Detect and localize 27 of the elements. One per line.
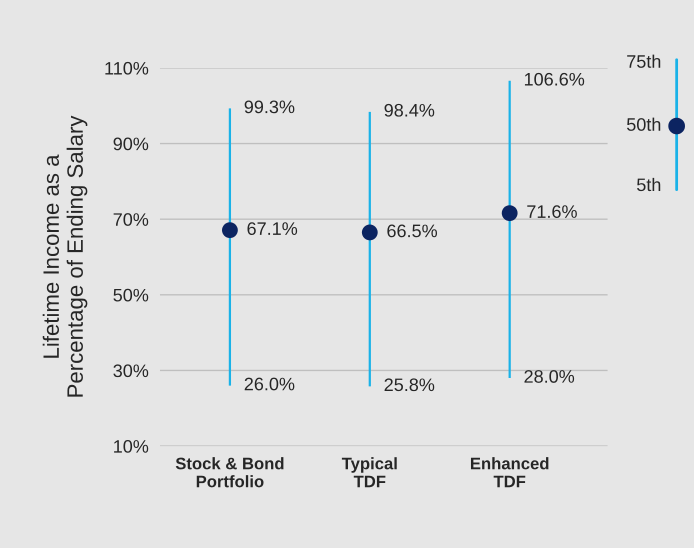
y-tick-label: 70% (114, 213, 148, 226)
annotation: 26.0% (244, 378, 294, 390)
text: 50th (626, 118, 660, 131)
y-tick-label: 50% (113, 288, 148, 302)
point (362, 224, 378, 240)
y-tick-label: 90% (114, 138, 148, 150)
x-tick-label: Typical TDF (342, 457, 397, 488)
x-tick-label: Stock & Bond Portfolio (176, 457, 284, 488)
annotation: 99.3% (244, 100, 294, 114)
point (222, 222, 238, 238)
bar (368, 112, 371, 386)
annotation: 28.0% (524, 370, 574, 383)
data-label: 67.1% (247, 222, 298, 236)
annotation: 106.6% (524, 72, 584, 86)
text: 75th (627, 54, 660, 68)
annotation: 25.8% (384, 378, 434, 392)
y-tick-label: 110% (105, 62, 148, 75)
data-label: 66.5% (387, 224, 438, 238)
y-tick-label: 10% (114, 440, 148, 453)
text: 5th (637, 178, 660, 192)
annotation: 98.4% (384, 104, 434, 117)
point (502, 205, 518, 222)
bar (508, 80, 511, 378)
x-tick-label: Enhanced TDF (470, 457, 548, 488)
y-tick-label: 30% (113, 364, 148, 378)
y-axis-title: Lifetime Income as a Percentage of Ending Salary (42, 116, 88, 397)
data-label: 71.6% (527, 205, 577, 218)
